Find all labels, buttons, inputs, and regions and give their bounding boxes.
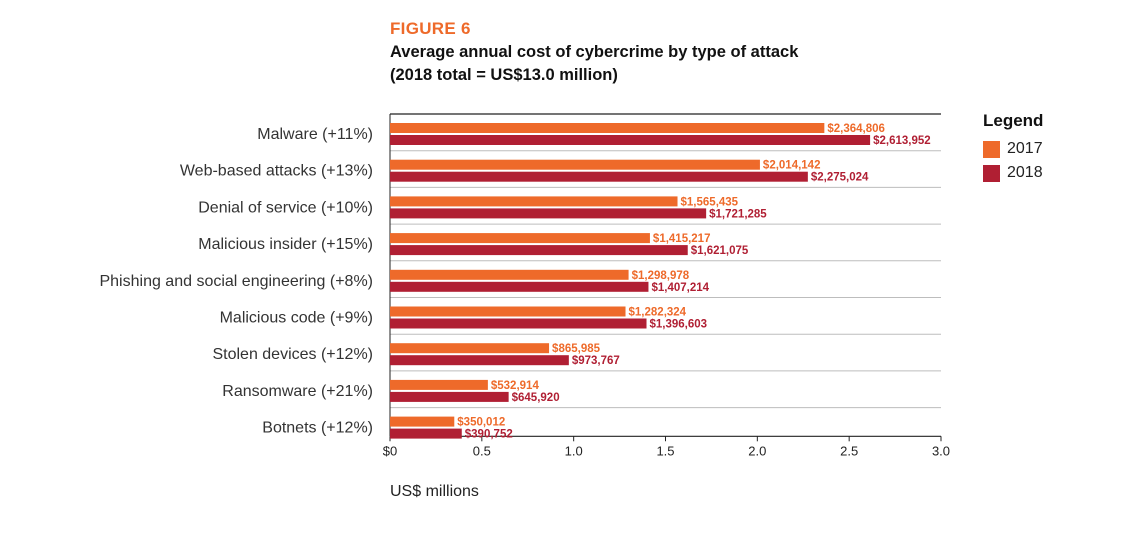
category-label: Ransomware (+21%) xyxy=(222,383,373,400)
data-label-2018: $1,396,603 xyxy=(650,319,708,331)
legend-label-2017: 2017 xyxy=(1007,140,1043,157)
x-tick-label: 1.0 xyxy=(565,443,583,458)
category-label: Phishing and social engineering (+8%) xyxy=(99,273,373,290)
data-label-2018: $1,721,285 xyxy=(709,208,767,220)
x-axis-label: US$ millions xyxy=(390,483,479,500)
data-label-2017: $1,282,324 xyxy=(629,307,687,319)
bar-2017 xyxy=(390,306,626,317)
category-label: Web-based attacks (+13%) xyxy=(180,163,373,180)
bar-2017 xyxy=(390,269,629,280)
legend-item-2018: 2018 xyxy=(983,161,1043,185)
legend-swatch-2017 xyxy=(983,140,1000,158)
bar-2017 xyxy=(390,123,825,133)
bar-2018 xyxy=(390,318,647,329)
bar-2018 xyxy=(390,135,871,145)
bar-2018 xyxy=(390,355,569,366)
legend-item-2017: 2017 xyxy=(983,137,1043,161)
x-tick-label: 2.5 xyxy=(840,443,858,458)
bar-2017 xyxy=(390,379,488,390)
data-label-2017: $1,565,435 xyxy=(681,196,739,208)
legend-title: Legend xyxy=(983,111,1044,130)
category-label: Stolen devices (+12%) xyxy=(212,346,373,363)
bar-2017 xyxy=(390,159,760,170)
bar-2018 xyxy=(390,281,649,292)
data-label-2017: $865,985 xyxy=(552,343,601,355)
bar-2017 xyxy=(390,233,650,244)
category-label: Botnets (+12%) xyxy=(262,420,373,437)
data-label-2017: $2,014,142 xyxy=(763,160,821,172)
x-tick-label: 3.0 xyxy=(932,443,950,458)
x-tick-label: 1.5 xyxy=(656,443,674,458)
data-label-2018: $2,275,024 xyxy=(811,172,869,184)
legend-swatch-2018 xyxy=(983,164,1000,182)
bar-2017 xyxy=(390,343,550,354)
data-label-2018: $2,613,952 xyxy=(873,135,931,147)
bar-2017 xyxy=(390,196,678,207)
category-label: Denial of service (+10%) xyxy=(198,199,373,216)
x-tick-label: 0.5 xyxy=(473,443,491,458)
data-label-2017: $1,415,217 xyxy=(653,233,711,245)
bar-2018 xyxy=(390,245,688,256)
data-label-2018: $973,767 xyxy=(572,355,620,367)
data-label-2018: $645,920 xyxy=(512,392,560,404)
legend: Legend 2017 2018 xyxy=(983,111,1043,185)
category-label: Malicious code (+9%) xyxy=(220,310,373,327)
category-label: Malicious insider (+15%) xyxy=(198,236,373,253)
chart-title-line-2: (2018 total = US$13.0 million) xyxy=(390,66,618,84)
figure-label: FIGURE 6 xyxy=(390,19,471,38)
legend-label-2018: 2018 xyxy=(1007,164,1043,181)
x-tick-label: $0 xyxy=(383,443,397,458)
data-label-2017: $2,364,806 xyxy=(827,123,885,135)
bar-2018 xyxy=(390,428,462,439)
data-label-2018: $390,752 xyxy=(465,429,513,441)
bar-2018 xyxy=(390,171,808,182)
data-label-2018: $1,407,214 xyxy=(651,282,709,294)
category-label: Malware (+11%) xyxy=(257,126,373,143)
x-tick-label: 2.0 xyxy=(748,443,766,458)
bar-2018 xyxy=(390,391,509,402)
data-label-2017: $532,914 xyxy=(491,380,540,392)
data-label-2017: $1,298,978 xyxy=(632,270,690,282)
chart-title-line-1: Average annual cost of cybercrime by typ… xyxy=(390,43,799,61)
bar-2018 xyxy=(390,208,707,219)
bar-2017 xyxy=(390,416,455,427)
data-label-2017: $350,012 xyxy=(457,417,505,429)
data-label-2018: $1,621,075 xyxy=(691,245,749,257)
